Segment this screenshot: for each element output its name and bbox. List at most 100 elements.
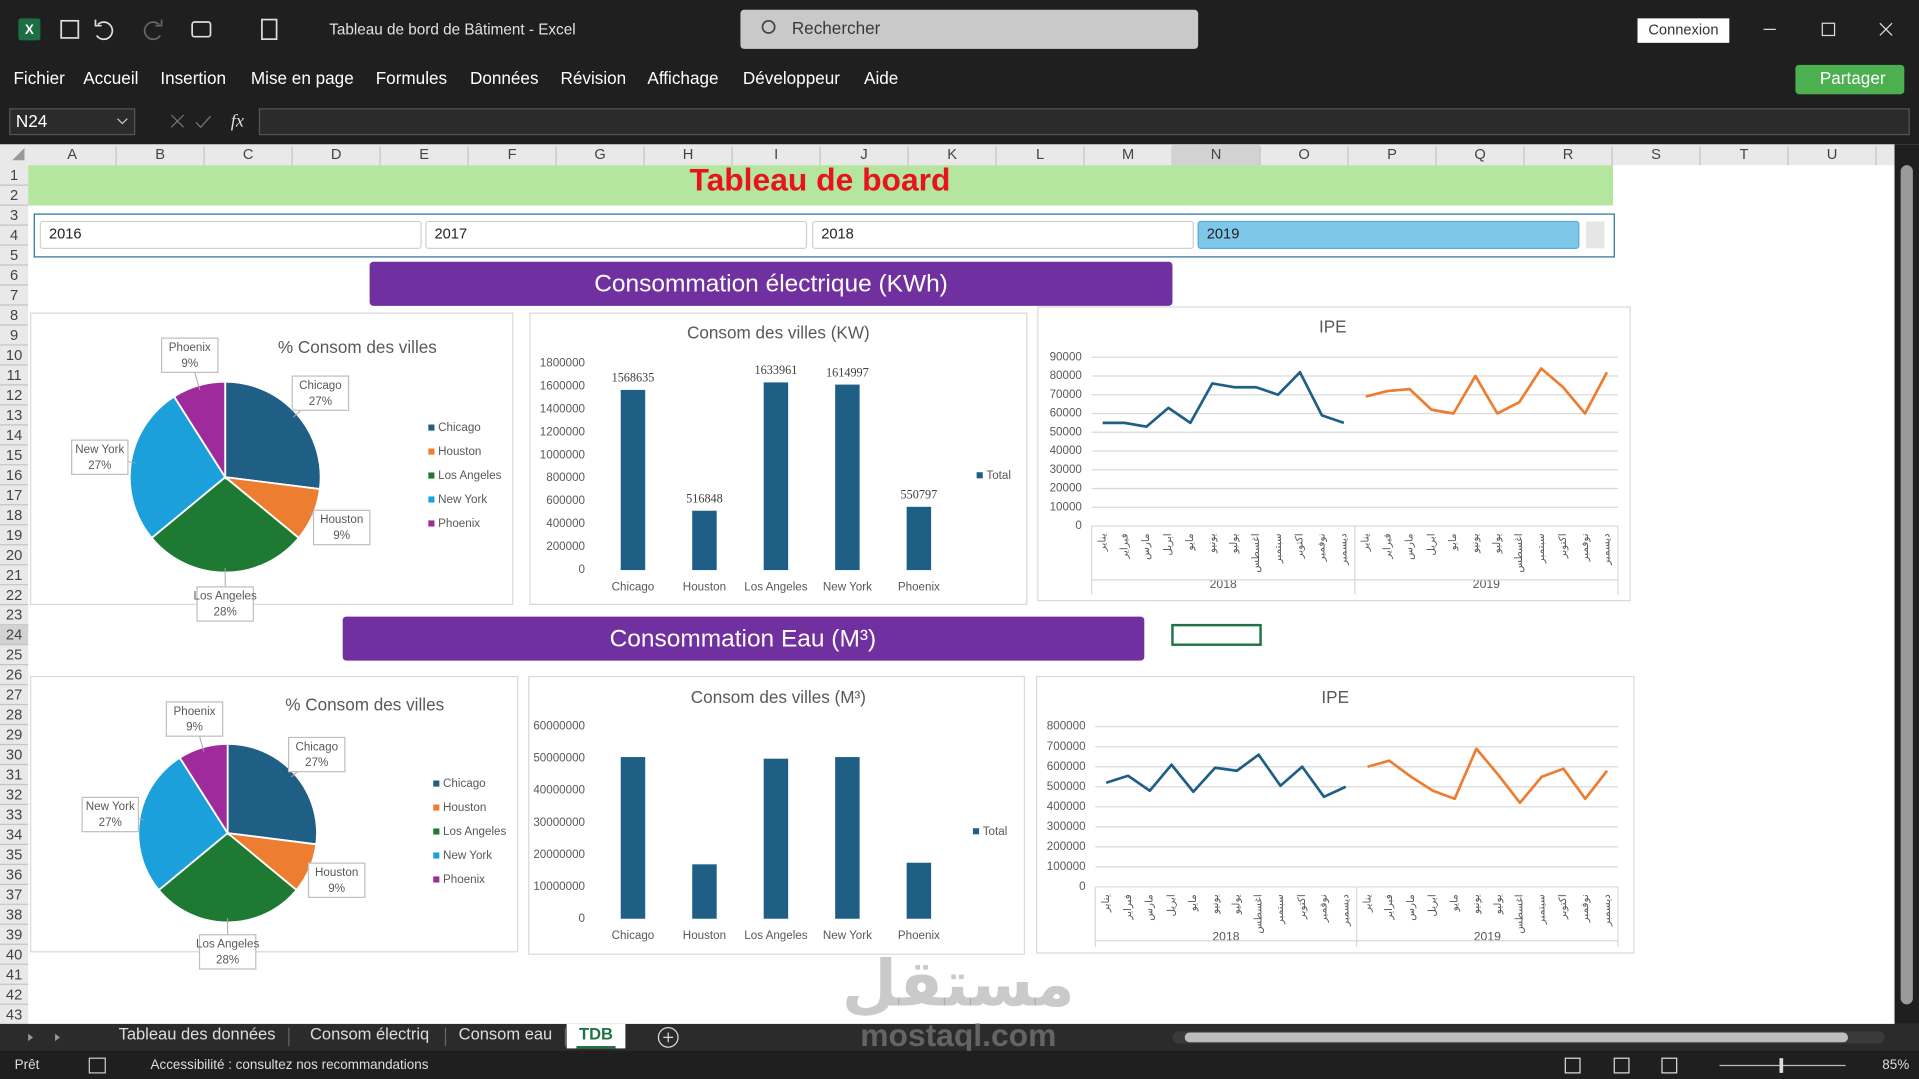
formula-input[interactable]: [258, 108, 1910, 136]
name-box[interactable]: [9, 108, 136, 136]
legend-label: New York: [438, 493, 487, 506]
y-tick-label: 0: [579, 563, 585, 576]
search-box[interactable]: [740, 9, 1199, 49]
active-tab[interactable]: [566, 1023, 626, 1049]
charts: % Consom des villes Chicago 27% Chicago Hous…: [29, 306, 1635, 970]
menu-item[interactable]: Insertion: [160, 68, 226, 88]
sheet-tab[interactable]: Consom eau: [459, 1025, 553, 1043]
bar: [835, 384, 860, 571]
menu-item[interactable]: Données: [470, 68, 539, 88]
row-header: 20: [6, 548, 22, 564]
active-column-header: [1172, 144, 1261, 166]
slicer-button[interactable]: [425, 220, 808, 249]
legend-swatch: [428, 520, 435, 527]
row-header: 31: [6, 768, 22, 784]
data-label-box: [165, 701, 224, 737]
x-tick-label: سبتمبر: [1536, 894, 1547, 925]
column-header-bar: [0, 144, 1895, 166]
x-tick-label: يوليو: [1493, 894, 1504, 915]
menu-item[interactable]: Accueil: [83, 68, 138, 88]
legend-swatch: [433, 804, 440, 811]
row-header: 3: [10, 208, 18, 224]
page-layout-view[interactable]: [1613, 1057, 1630, 1074]
sign-in-button[interactable]: [1637, 18, 1730, 43]
row-header: 35: [6, 847, 22, 863]
fx-label[interactable]: fx: [231, 111, 244, 131]
data-label-value: 28%: [214, 606, 237, 619]
x-tick-label: مارس: [1145, 894, 1156, 920]
column-header: E: [419, 147, 429, 163]
menu-item[interactable]: Aide: [864, 68, 898, 88]
name-box-arrow[interactable]: [117, 118, 128, 125]
scroll-thumb[interactable]: [1900, 165, 1913, 1005]
slicer-label: 2016: [49, 227, 82, 243]
row-header: 38: [6, 907, 22, 923]
undo-icon[interactable]: [94, 19, 114, 41]
menu: Fichier Accueil Insertion Mise en page Formu…: [13, 68, 898, 88]
menu-item[interactable]: Affichage: [647, 68, 718, 88]
legend-label: Los Angeles: [443, 825, 506, 838]
x-tick-label: فبراير: [1384, 894, 1395, 920]
x-tick-label: سبتمبر: [1275, 894, 1286, 925]
x-tick-label: اغسطس: [1515, 894, 1526, 933]
zoom-level: 85%: [1882, 1057, 1909, 1072]
select-all[interactable]: [12, 148, 25, 161]
normal-view[interactable]: [1564, 1057, 1581, 1074]
data-label: 1633961: [755, 363, 798, 377]
bar: [692, 864, 717, 919]
slicer-button[interactable]: [812, 220, 1194, 249]
x-tick-label: يناير: [1362, 894, 1373, 913]
row-header: 17: [6, 488, 22, 504]
data-label-value: 28%: [216, 954, 239, 967]
x-tick-label: Los Angeles: [744, 580, 807, 593]
restore-button[interactable]: [1821, 22, 1836, 37]
menu-item[interactable]: Formules: [376, 68, 447, 88]
x-tick-label: اكتوبر: [1295, 533, 1306, 559]
x-tick-label: Houston: [683, 580, 726, 593]
sheet-tab[interactable]: TDB: [579, 1025, 613, 1043]
zoom-thumb[interactable]: [1779, 1058, 1784, 1073]
data-label-box: [307, 862, 366, 899]
close-button[interactable]: [1879, 22, 1893, 36]
sheet-title: Tableau de board: [690, 162, 951, 198]
camera-icon[interactable]: [191, 21, 212, 38]
data-label: 550797: [901, 488, 938, 502]
sheet-tab[interactable]: Consom électriq: [310, 1025, 429, 1043]
h-scroll-thumb[interactable]: [1184, 1032, 1849, 1043]
add-sheet[interactable]: [657, 1027, 679, 1048]
column-header: Q: [1474, 147, 1485, 163]
y-tick-label: 700000: [1047, 740, 1086, 753]
group-label: 2018: [1210, 577, 1237, 591]
share-button[interactable]: [1795, 64, 1905, 95]
sheet-tab[interactable]: Tableau des données: [119, 1025, 276, 1043]
x-tick-label: يناير: [1097, 533, 1108, 552]
menu-item[interactable]: Mise en page: [251, 68, 354, 88]
file-icon[interactable]: [261, 18, 278, 41]
macro-icon[interactable]: [88, 1057, 106, 1074]
x-tick-label: يناير: [1101, 894, 1112, 913]
save-icon[interactable]: [60, 19, 80, 39]
column-header: N: [1211, 147, 1222, 163]
row-header: 36: [6, 867, 22, 883]
x-tick-label: Los Angeles: [744, 929, 807, 942]
bar: [692, 510, 717, 571]
slicer-scroll[interactable]: [1586, 221, 1605, 249]
x-tick-label: مايو: [1185, 533, 1196, 551]
active-cell[interactable]: [1171, 623, 1262, 646]
slicer-button[interactable]: [39, 220, 422, 249]
data-label-category: Chicago: [299, 379, 342, 392]
page-break-view[interactable]: [1661, 1057, 1678, 1074]
section-title: Consommation électrique (KWh): [594, 271, 948, 298]
data-label-box: [161, 337, 219, 373]
menu-item[interactable]: Fichier: [13, 68, 65, 88]
line-series: [1102, 370, 1345, 428]
x-tick-label: سبتمبر: [1536, 533, 1547, 564]
status-accessibility[interactable]: Accessibilité : consultez nos recommanda…: [151, 1057, 429, 1072]
menu-item[interactable]: Révision: [561, 68, 627, 88]
slicer-button[interactable]: [1197, 220, 1580, 249]
menu-item[interactable]: Développeur: [743, 68, 840, 88]
y-tick-label: 800000: [546, 471, 585, 484]
x-tick-label: يونيو: [1210, 894, 1221, 915]
y-tick-label: 20000: [1050, 482, 1082, 495]
legend-label: Chicago: [438, 421, 481, 434]
